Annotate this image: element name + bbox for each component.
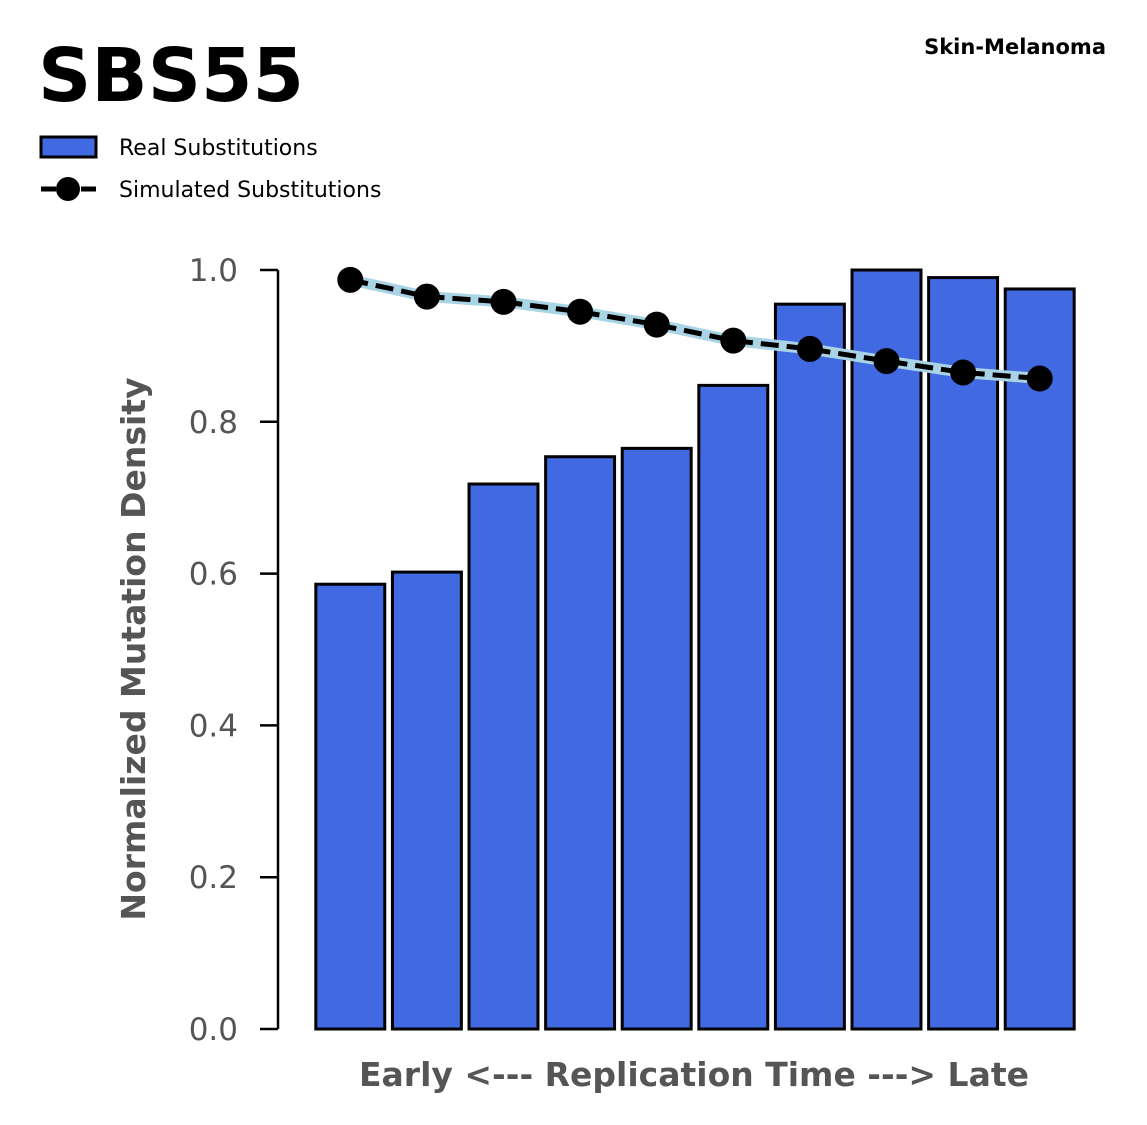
- bar-real-substitutions: [467, 482, 540, 1031]
- legend-marker-swatch: [56, 177, 80, 201]
- y-ticks: 0.0 0.2 0.4 0.6 0.8 1.0: [189, 253, 278, 1048]
- simulated-point: [720, 327, 747, 354]
- simulated-point: [337, 266, 364, 293]
- simulated-point: [1026, 365, 1053, 392]
- legend-bar-swatch: [39, 135, 98, 159]
- chart-subtitle: Skin-Melanoma: [924, 35, 1106, 59]
- bar-real-substitutions: [620, 446, 693, 1031]
- y-tick-label: 0.4: [189, 708, 238, 744]
- y-tick-label: 0.2: [189, 860, 238, 896]
- y-axis-label: Normalized Mutation Density: [114, 377, 153, 920]
- chart-title: SBS55: [38, 33, 304, 119]
- bar-real-substitutions: [1003, 287, 1076, 1031]
- simulated-point: [873, 348, 900, 375]
- simulated-point: [413, 283, 440, 310]
- bar-real-substitutions: [314, 582, 387, 1031]
- bar-real-substitutions: [390, 570, 463, 1031]
- simulated-point: [567, 298, 594, 325]
- simulated-point: [796, 335, 823, 362]
- legend: Real Substitutions Simulated Substitutio…: [39, 135, 381, 203]
- y-tick-label: 0.6: [189, 557, 238, 593]
- simulated-point: [490, 288, 517, 315]
- y-tick-label: 0.0: [189, 1012, 238, 1048]
- bar-real-substitutions: [544, 455, 617, 1031]
- legend-label-real: Real Substitutions: [119, 136, 318, 161]
- y-tick-label: 0.8: [189, 405, 238, 441]
- simulated-line-series: [337, 266, 1053, 392]
- simulated-point: [950, 359, 977, 386]
- bar-real-substitutions: [927, 276, 1000, 1031]
- bar-real-substitutions: [697, 383, 770, 1031]
- bar-real-substitutions: [773, 302, 846, 1031]
- legend-label-simulated: Simulated Substitutions: [119, 178, 381, 203]
- x-axis-label: Early <--- Replication Time ---> Late: [359, 1055, 1029, 1094]
- bars: [314, 268, 1076, 1031]
- simulated-point: [643, 311, 670, 338]
- bar-real-substitutions: [850, 268, 923, 1031]
- y-tick-label: 1.0: [189, 253, 238, 289]
- simulated-line: [349, 277, 1040, 382]
